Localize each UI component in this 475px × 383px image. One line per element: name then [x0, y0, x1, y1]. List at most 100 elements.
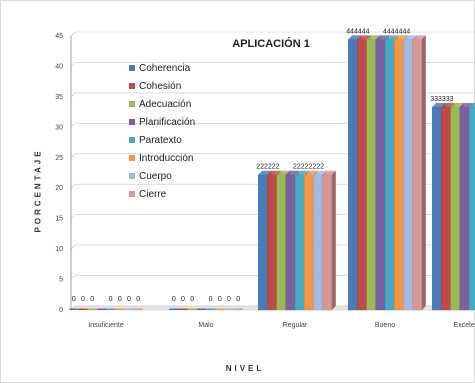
- bar: [412, 39, 422, 311]
- gridline-depth: [70, 62, 76, 67]
- bar-top: [366, 35, 380, 40]
- bar: [206, 308, 216, 310]
- legend-label: Cierre: [139, 188, 167, 200]
- bar-top: [469, 103, 475, 108]
- gridline-depth: [70, 31, 76, 37]
- bar-top: [450, 103, 464, 108]
- bar: [357, 39, 367, 311]
- data-label: 0: [109, 296, 113, 303]
- bar-top: [267, 170, 281, 175]
- bar: [233, 308, 243, 310]
- x-axis-label: NIVEL: [225, 364, 265, 373]
- data-label: 0: [90, 296, 94, 303]
- legend-swatch: [129, 173, 135, 179]
- bar-top: [285, 170, 299, 175]
- data-label: 0: [127, 296, 131, 303]
- bar: [187, 308, 197, 310]
- bar-top: [375, 35, 389, 40]
- legend-item: Cierre: [129, 185, 195, 203]
- y-axis-label: PORCENTAJE: [33, 148, 43, 233]
- bar-top: [403, 35, 417, 40]
- bar: [313, 174, 323, 311]
- bar: [322, 174, 332, 311]
- bar: [78, 308, 88, 310]
- bar-top: [258, 170, 272, 175]
- bar: [432, 106, 442, 311]
- legend-item: Coherencia: [129, 59, 195, 77]
- y-tick-label: 5: [59, 277, 63, 284]
- y-tick-label: 30: [55, 124, 63, 131]
- bar: [224, 308, 234, 310]
- bar: [133, 308, 143, 310]
- gridline-depth: [70, 153, 76, 158]
- data-label: 444444: [346, 28, 369, 35]
- legend-label: Cuerpo: [139, 170, 172, 182]
- bar: [450, 106, 460, 311]
- data-label: 22222222: [293, 164, 324, 171]
- bar: [403, 39, 413, 311]
- legend-label: Cohesión: [139, 80, 182, 92]
- legend-swatch: [129, 191, 135, 197]
- bar-top: [385, 35, 399, 40]
- bar: [394, 39, 404, 311]
- chart-title: APLICACIÓN 1: [232, 38, 310, 50]
- y-tick-label: 45: [55, 33, 63, 40]
- bar: [69, 308, 79, 310]
- bar: [178, 308, 188, 310]
- bar: [276, 174, 286, 311]
- data-label: 0: [136, 296, 140, 303]
- data-label: 0: [72, 296, 76, 303]
- bar: [196, 308, 206, 310]
- legend-swatch: [129, 101, 135, 107]
- x-tick-label: Bueno: [375, 322, 395, 329]
- bar: [366, 39, 376, 311]
- legend-swatch: [129, 155, 135, 161]
- bar-top: [276, 170, 290, 175]
- gridline-depth: [70, 244, 76, 250]
- x-tick-label: Excelente: [454, 322, 475, 329]
- legend-label: Paratexto: [139, 134, 182, 146]
- bar-top: [441, 103, 455, 108]
- x-tick-label: Insuficiente: [88, 322, 124, 329]
- x-tick-label: Regular: [283, 322, 308, 329]
- bar: [215, 308, 225, 310]
- data-label: 0: [209, 296, 213, 303]
- y-tick-label: 15: [55, 216, 63, 223]
- bar: [468, 106, 475, 311]
- legend-label: Planificación: [139, 116, 196, 128]
- bar-top: [394, 35, 408, 40]
- data-label: 0: [236, 296, 240, 303]
- data-label: 333333: [430, 96, 453, 103]
- bar: [294, 174, 305, 311]
- y-tick-label: 35: [55, 94, 63, 101]
- data-label: 0: [218, 296, 222, 303]
- bar-side: [421, 35, 426, 310]
- legend-item: Cohesión: [129, 77, 195, 95]
- legend-swatch: [129, 137, 135, 143]
- bar-top: [295, 170, 309, 175]
- bar: [375, 39, 386, 311]
- bar-top: [304, 170, 318, 175]
- bar: [384, 39, 395, 311]
- bar: [348, 39, 358, 311]
- legend-item: Adecuación: [129, 95, 195, 113]
- bar-side: [331, 170, 336, 310]
- legend-label: Adecuación: [139, 98, 192, 110]
- bar-top: [313, 170, 327, 175]
- bar-top: [432, 103, 446, 108]
- bar: [124, 308, 134, 310]
- bar: [304, 174, 314, 311]
- gridline-depth: [70, 275, 76, 280]
- bar: [267, 174, 277, 311]
- data-label: 222222: [256, 164, 279, 171]
- chart-legend: Coherencia Cohesión Adecuación Planificació…: [129, 59, 195, 203]
- y-tick-label: 0: [59, 307, 63, 314]
- bar: [459, 106, 470, 311]
- bar: [115, 308, 125, 310]
- bar-top: [412, 35, 426, 40]
- data-label: 0: [190, 296, 194, 303]
- bar: [441, 106, 451, 311]
- bar-top: [357, 35, 371, 40]
- bar: [285, 174, 296, 311]
